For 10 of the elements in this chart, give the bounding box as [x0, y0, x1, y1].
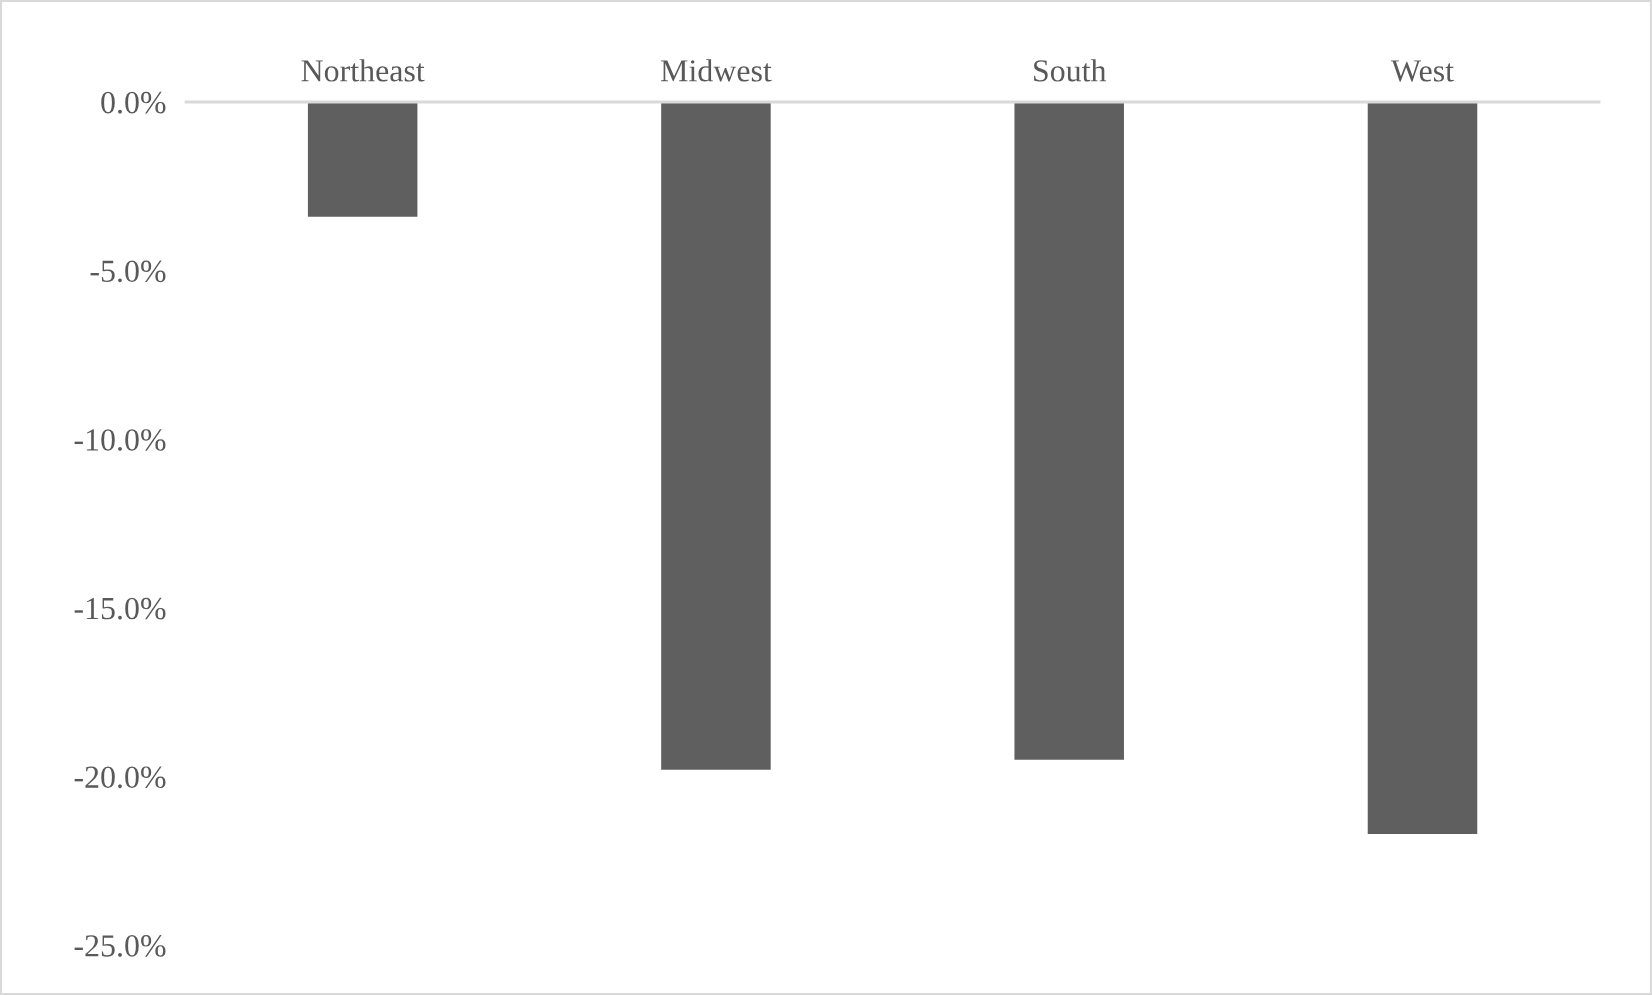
y-tick-label: -15.0%: [74, 597, 166, 620]
y-tick-label: -10.0%: [74, 429, 166, 451]
y-tick-label: -5.0%: [90, 260, 166, 283]
y-tick-label: -25.0%: [74, 935, 166, 957]
x-tick-label: West: [1390, 60, 1454, 82]
x-tick-label: Northeast: [301, 59, 425, 82]
x-tick-label: Midwest: [660, 59, 772, 82]
y-tick-label: -20.0%: [74, 766, 166, 789]
x-tick-label: South: [1034, 59, 1107, 82]
y-tick-label: 0.0%: [101, 91, 166, 114]
